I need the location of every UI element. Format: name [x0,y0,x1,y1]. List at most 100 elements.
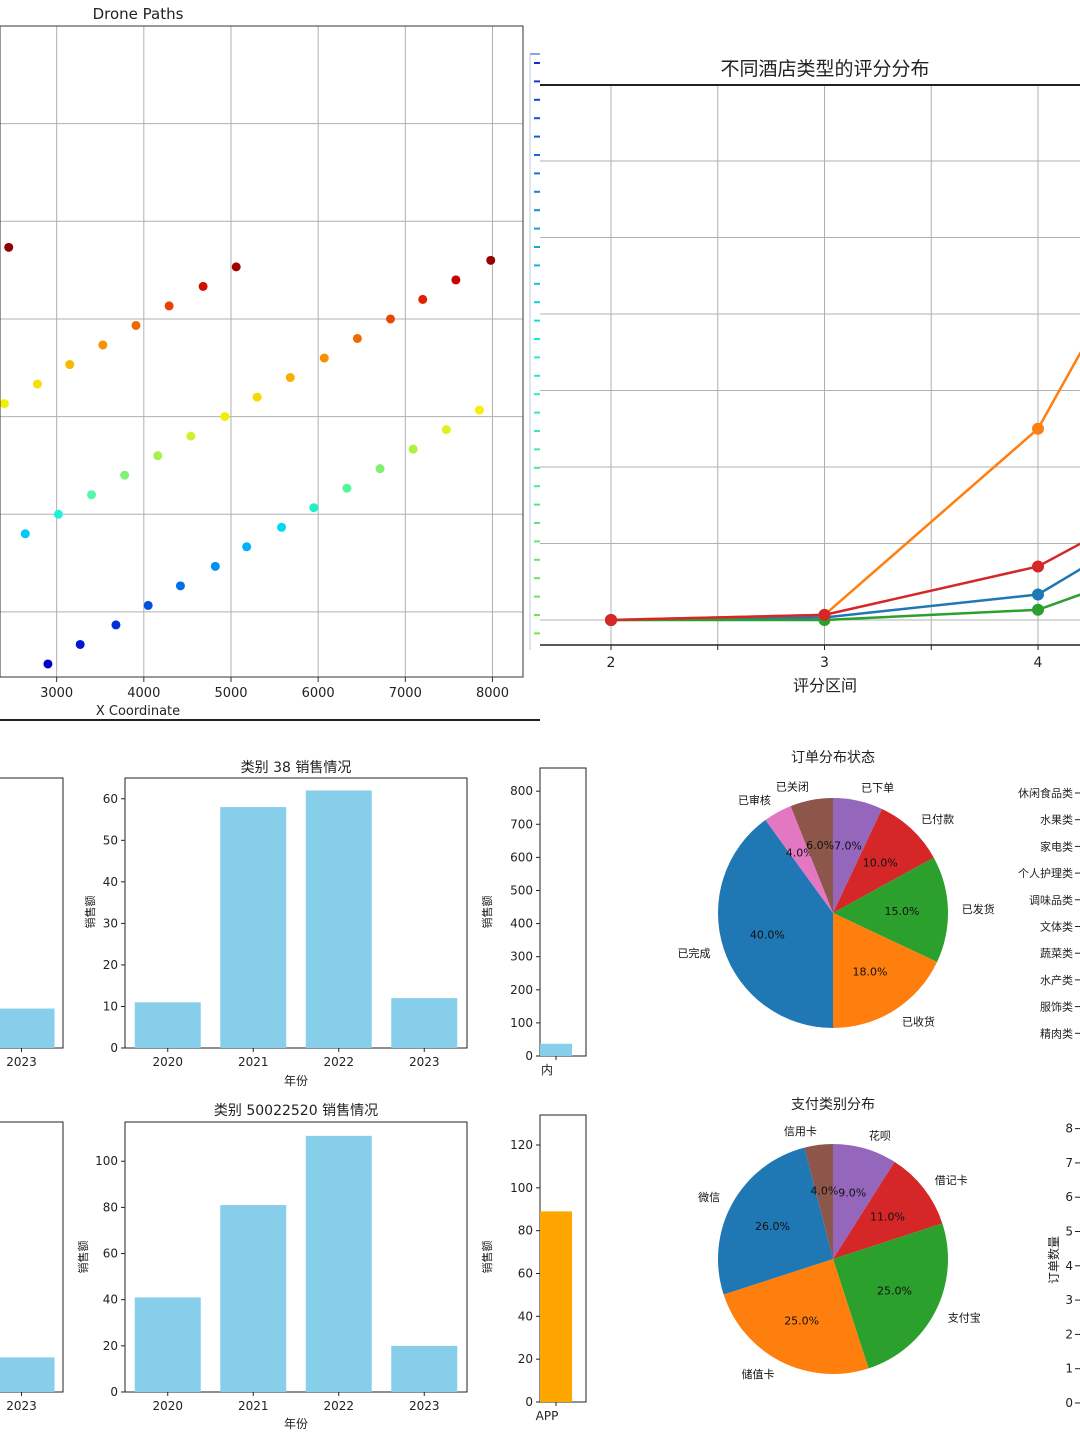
pie-order-slice [833,857,948,962]
bar50022520-bar [220,1205,287,1392]
bar-right-2-y-label: 100 [510,1181,533,1195]
bar38-y-label: 30 [103,916,118,930]
pie-pay-pct-label: 9.0% [838,1187,866,1200]
pie-pay-label: 借记卡 [935,1174,968,1187]
drone-point [131,320,141,330]
pie-order-pct-label: 15.0% [884,905,919,918]
hotel-series-line [610,567,1080,622]
bar-right-2-y-label: 20 [518,1352,533,1366]
hotel-tick-label: 3 [820,655,829,671]
category-label: 调味品类 [1029,893,1073,907]
category-label: 水产类 [1040,973,1073,987]
drone-point [153,451,163,461]
bar50022520-bar [391,1345,458,1392]
bar50022520-x-label: 2023 [409,1399,440,1413]
hotel-series-line [610,542,1080,622]
bar-left-2-x-label: 2023 [6,1399,37,1413]
bar-right-2-x-label: APP [536,1409,559,1423]
pie-pay-title: 支付类别分布 [791,1097,875,1113]
bar38-y-label: 40 [103,875,118,889]
bar38-y-label: 10 [103,999,118,1013]
drone-point [242,542,252,552]
drone-point [186,431,196,441]
hotel-colorbar-ticks [534,62,540,635]
hotel-xlabel: 评分区间 [793,676,857,695]
pie-order-slice [833,798,882,913]
order-count-tick-label: 2 [1065,1327,1073,1341]
category-label: 蔬菜类 [1040,946,1073,960]
bar38-x-label: 2023 [409,1055,440,1069]
drone-point [408,444,418,454]
bar-right-1-y-label: 800 [510,784,533,798]
hotel-title: 不同酒店类型的评分分布 [720,58,929,80]
pie-pay-slice [833,1161,943,1259]
hotel-x-ticks: 2 3 4 [607,645,1043,671]
drone-point [277,522,287,532]
pie-order-pct-label: 7.0% [834,840,862,853]
bar-right-1-x-label: 内 [541,1063,553,1077]
bar38-bar [220,807,287,1048]
drone-point [418,294,428,304]
pie-pay-label: 支付宝 [948,1310,981,1324]
bar38-y-label: 50 [103,833,118,847]
bar-right-2-y-label: 60 [518,1266,533,1280]
bar50022520-bar [305,1135,372,1392]
bar-right-2-y-label: 80 [518,1224,533,1238]
drone-point [375,464,385,474]
pie-pay-slice [717,1147,833,1295]
bar50022520-x-label: 2020 [152,1399,183,1413]
category-label: 个人护理类 [1018,866,1073,880]
pie-pay-label: 信用卡 [784,1125,817,1138]
bar-right-1-bar [540,1043,572,1056]
drone-point [220,412,230,422]
drone-grid [0,25,523,677]
bar38-xlabel: 年份 [284,1074,308,1088]
drone-point [231,262,241,272]
hotel-series-marker [605,614,617,626]
bar50022520-y-label: 80 [103,1200,118,1214]
drone-tick-label: 5000 [214,686,247,701]
bar50022520-x-label: 2022 [323,1399,354,1413]
drone-point [98,340,108,350]
drone-point [75,639,85,649]
pie-pay-pct-label: 25.0% [784,1314,819,1327]
order-count-tick-label: 5 [1065,1225,1073,1239]
bar50022520-xlabel: 年份 [284,1417,308,1431]
bar38-y-label: 20 [103,958,118,972]
bar50022520-y-label: 20 [103,1339,118,1353]
hotel-series-marker [1032,560,1044,573]
bar38-bar [305,790,372,1048]
order-count-tick-label: 6 [1065,1190,1073,1204]
drone-title: Drone Paths [93,5,184,23]
bar50022520-y-label: 40 [103,1293,118,1307]
bar38-y-label: 0 [110,1041,118,1055]
pie-order-pct-label: 10.0% [863,857,898,870]
pie-order-title: 订单分布状态 [791,750,875,766]
bar-right-1-y-label: 100 [510,1016,533,1030]
bar50022520-y-label: 100 [95,1154,118,1168]
hotel-grid [540,84,1080,645]
category-label: 水果类 [1040,813,1073,827]
pie-order-pct-label: 40.0% [750,928,785,941]
pie-order-slice [765,806,833,913]
pie-pay-pct-label: 25.0% [877,1284,912,1297]
drone-point [309,503,319,513]
pie-order-label: 已完成 [678,946,711,960]
bar50022520-y-label: 60 [103,1247,118,1261]
drone-xlabel: X Coordinate [96,704,180,719]
drone-point [43,659,53,669]
drone-point [164,301,174,311]
bar50022520-bar [134,1297,201,1392]
drone-point [451,275,461,285]
hotel-series-line [611,593,1080,622]
bar-right-1-y-label: 300 [510,950,533,964]
bar-right-2-y-label: 40 [518,1309,533,1323]
drone-tick-label: 8000 [476,686,509,701]
pie-order-pct-label: 6.0% [806,839,834,852]
drone-point [474,405,484,415]
order-count-tick-label: 3 [1065,1293,1073,1307]
hotel-series-marker [818,608,831,621]
drone-point [352,333,362,343]
drone-point [486,255,496,265]
drone-chart: Drone Paths 3000 4000 5000 6000 7000 8000 X C… [0,5,524,719]
